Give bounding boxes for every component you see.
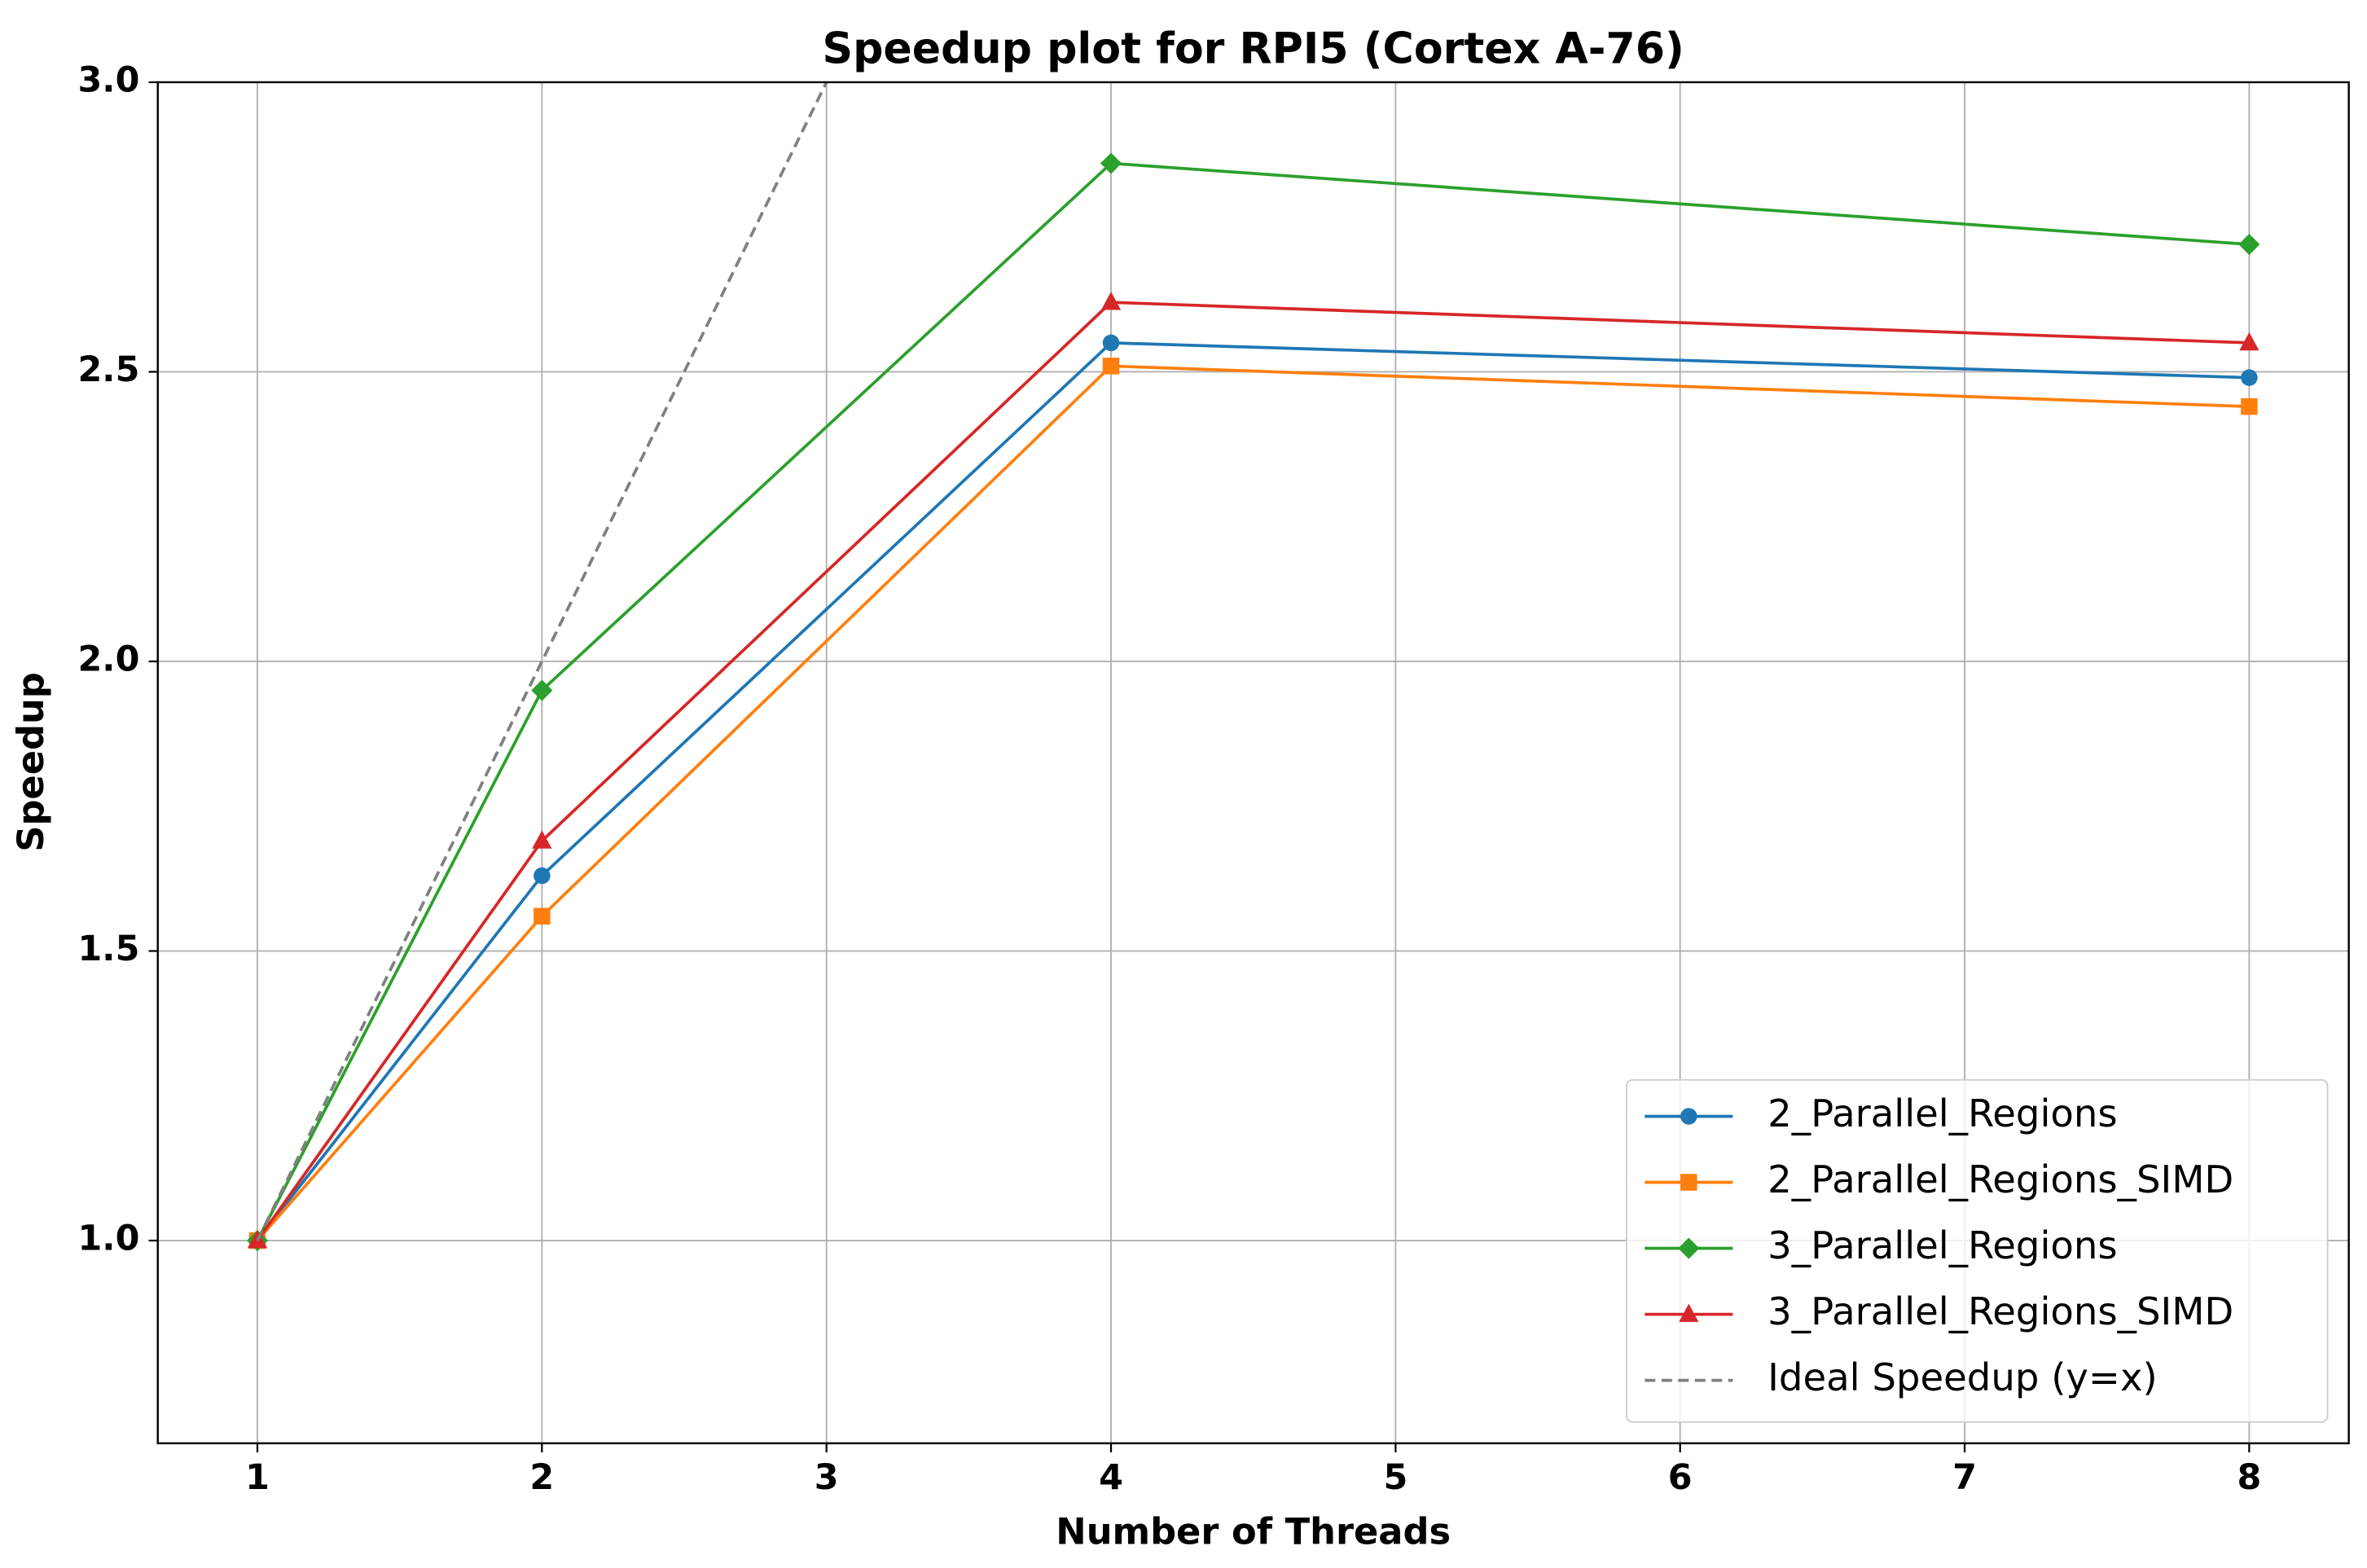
marker (1679, 1303, 1699, 1322)
legend-label: 2_Parallel_Regions_SIMD (1768, 1157, 2233, 1201)
grid (157, 81, 2349, 1443)
series-line (256, 301, 2250, 1242)
marker (534, 907, 551, 925)
x-tick-label: 7 (1952, 1457, 1977, 1498)
marker (1100, 152, 1122, 174)
y-axis-label: Speedup (10, 672, 52, 852)
legend-label: 2_Parallel_Regions (1768, 1091, 2117, 1135)
y-tick-label: 2.0 (78, 639, 140, 679)
series-line (256, 161, 2250, 1241)
marker (1680, 1108, 1697, 1125)
ticks: 1 2 3 4 5 6 7 8 1.0 1.5 2.0 2.5 3.0 (78, 59, 2262, 1498)
marker (2239, 332, 2259, 351)
marker (534, 867, 551, 885)
x-tick-label: 6 (1668, 1457, 1693, 1498)
x-tick-label: 5 (1383, 1457, 1407, 1498)
y-tick-label: 1.0 (78, 1219, 140, 1259)
x-tick-label: 8 (2237, 1457, 2261, 1498)
axes-frame (156, 81, 2350, 1445)
marker (2241, 397, 2258, 415)
series-line (256, 341, 2250, 1242)
x-tick-label: 2 (529, 1457, 554, 1498)
legend-label: Ideal Speedup (y=x) (1768, 1355, 2157, 1399)
marker (1100, 292, 1122, 310)
marker (1102, 334, 1120, 352)
marker (2241, 369, 2258, 386)
legend-label: 3_Parallel_Regions (1768, 1223, 2117, 1267)
x-tick-label: 3 (815, 1457, 839, 1498)
y-tick-label: 2.5 (78, 349, 140, 390)
x-axis-label: Number of Threads (1056, 1511, 1451, 1553)
marker (1102, 358, 1120, 375)
marker (1678, 1237, 1700, 1259)
y-tick-label: 1.5 (78, 929, 140, 969)
x-tick-label: 1 (245, 1457, 270, 1498)
marker (1680, 1174, 1697, 1191)
series-line (256, 364, 2250, 1242)
series-line (256, 81, 828, 1241)
x-tick-label: 4 (1099, 1457, 1123, 1498)
legend: 2_Parallel_Regions 2_Parallel_Regions_SIM… (1626, 1078, 2329, 1423)
chart-title: Speedup plot for RPI5 (Cortex A-76) (823, 25, 1684, 74)
y-tick-label: 3.0 (78, 59, 140, 100)
legend-label: 3_Parallel_Regions_SIMD (1768, 1289, 2233, 1333)
legend-box (1626, 1078, 2329, 1423)
marker (532, 830, 552, 849)
